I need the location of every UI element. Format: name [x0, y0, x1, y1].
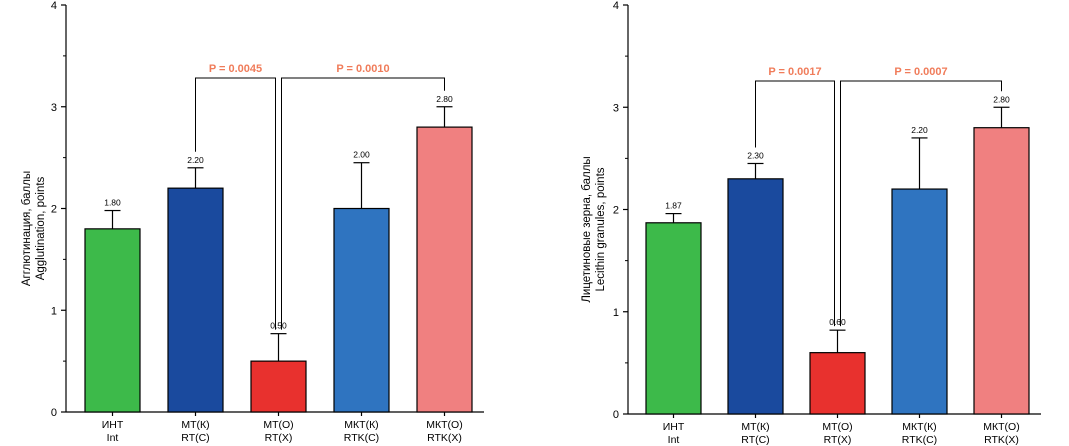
bar	[333, 207, 390, 413]
data-label: 2.00	[353, 150, 370, 160]
y-tick-label: 1	[613, 307, 619, 319]
x-tick-label-ru: МТ(О)	[822, 421, 852, 433]
x-tick-label-en: RTK(X)	[984, 434, 1019, 446]
significance-bracket	[281, 77, 445, 330]
data-label: 2.30	[747, 150, 764, 160]
chart-lecithin-granules: 0 1 2 3 4 Лицетиновые зерна, баллы Lecithin gr…	[581, 0, 1041, 446]
bar	[973, 127, 1030, 415]
y-tick-label: 2	[613, 205, 619, 217]
y-axis-label: Лицетиновые зерна, баллы Lecithin granule…	[581, 156, 607, 302]
significance-bracket	[195, 77, 276, 330]
x-tick-label-ru: МТ(О)	[263, 419, 293, 431]
bar	[416, 126, 473, 413]
bar	[250, 360, 307, 413]
y-tick-label: 2	[51, 204, 57, 216]
significance-bracket	[840, 80, 1002, 327]
x-tick-label-ru: МТ(К)	[741, 421, 769, 433]
x-tick-label-ru: МКТ(О)	[983, 421, 1019, 433]
p-value-label: P = 0.0045	[209, 63, 262, 75]
x-tick-label-en: RT(X)	[265, 432, 293, 444]
chart-agglutination: 0 1 2 3 4 Агглютинация, баллы Agglutination, p…	[21, 0, 484, 444]
y-tick-label: 4	[51, 0, 57, 12]
bar	[645, 222, 702, 415]
x-tick-label-en: RTK(C)	[344, 432, 379, 444]
x-tick-label-ru: МКТ(О)	[426, 419, 462, 431]
data-label: 2.20	[187, 155, 204, 165]
y-tick-label: 1	[51, 305, 57, 317]
y-axis-label-ru: Лицетиновые зерна, баллы	[581, 156, 593, 302]
data-label: 2.20	[911, 125, 928, 135]
data-label: 1.80	[104, 198, 121, 208]
y-tick-label: 0	[51, 407, 57, 419]
x-tick-label-en: Int	[668, 434, 680, 446]
bar	[167, 187, 224, 413]
data-label: 0.50	[270, 321, 287, 331]
data-label: 2.80	[436, 94, 453, 104]
data-label: 0.60	[829, 317, 846, 327]
p-value-label: P = 0.0017	[768, 66, 821, 78]
x-tick-label-en: Int	[107, 432, 119, 444]
data-label: 2.80	[993, 94, 1010, 104]
x-tick-label-en: RT(C)	[741, 434, 769, 446]
bar	[84, 228, 141, 413]
bar	[891, 188, 948, 415]
p-value-label: P = 0.0010	[336, 63, 389, 75]
y-tick-label: 4	[613, 0, 619, 12]
x-tick-label-ru: ИНТ	[663, 421, 685, 433]
x-tick-label-en: RTK(X)	[427, 432, 462, 444]
p-value-label: P = 0.0007	[894, 66, 947, 78]
y-tick-label: 0	[613, 409, 619, 421]
significance-bracket	[755, 80, 835, 327]
x-tick-label-en: RT(C)	[181, 432, 209, 444]
y-axis-label-en: Lecithin granules, points	[595, 167, 607, 291]
y-axis-label-ru: Агглютинация, баллы	[21, 171, 33, 286]
x-tick-label-en: RTK(C)	[902, 434, 937, 446]
x-tick-label-en: RT(X)	[824, 434, 852, 446]
y-tick-label: 3	[613, 102, 619, 114]
y-axis-label: Агглютинация, баллы Agglutination, points	[21, 171, 47, 286]
y-tick-label: 3	[51, 102, 57, 114]
bar	[809, 352, 866, 415]
bar	[727, 178, 784, 415]
y-axis-label-en: Agglutination, points	[35, 176, 47, 280]
x-tick-label-ru: МКТ(К)	[344, 419, 378, 431]
x-tick-label-ru: МКТ(К)	[902, 421, 936, 433]
x-tick-label-ru: ИНТ	[102, 419, 124, 431]
data-label: 1.87	[665, 201, 682, 211]
x-tick-label-ru: МТ(К)	[181, 419, 209, 431]
